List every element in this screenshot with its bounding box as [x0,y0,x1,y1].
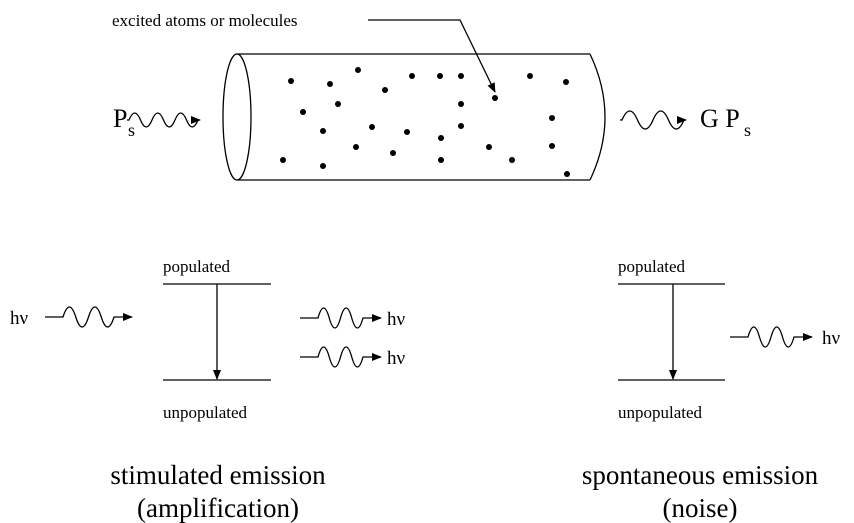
atom [509,157,515,163]
atom [390,150,396,156]
atom [382,87,388,93]
photon-arrow [127,112,201,128]
atom [404,129,410,135]
atom [458,101,464,107]
atom [527,73,533,79]
cylinder-label: excited atoms or molecules [112,11,298,30]
atom [437,73,443,79]
atom [563,79,569,85]
atom [288,78,294,84]
atom [458,73,464,79]
input-subscript: s [128,120,135,140]
atoms [280,67,570,177]
atom [438,157,444,163]
photon-label: hν [387,348,406,369]
upper-level-label: populated [618,257,686,276]
photon-label: hν [822,328,841,349]
cylinder [222,53,606,181]
atom [355,67,361,73]
atom [438,135,444,141]
photons [45,110,813,368]
atom [300,109,306,115]
cylinder-end [222,53,252,181]
cylinder-end [589,53,606,181]
section-title: stimulated emission [110,460,326,490]
atom [492,95,498,101]
output-label: G P [700,104,740,133]
lower-level-label: unpopulated [618,403,703,422]
input-label: P [113,104,127,133]
upper-level-label: populated [163,257,231,276]
section-title: spontaneous emission [582,460,819,490]
atom [409,73,415,79]
photon-arrow [730,326,813,348]
photon-label: hν [387,309,406,330]
photon-arrow [300,307,382,329]
atom [327,81,333,87]
atom [335,101,341,107]
atom [353,144,359,150]
section-subtitle: (noise) [663,493,738,523]
photon-arrow [620,110,687,130]
output-subscript: s [744,120,751,140]
atom [280,157,286,163]
atom [320,163,326,169]
section-subtitle: (amplification) [137,493,299,523]
photon-arrow [45,306,133,328]
atom [458,123,464,129]
label-pointer [368,19,496,93]
atom [564,171,570,177]
photon-label: hν [10,308,29,329]
photon-arrow [300,346,382,368]
atom [320,128,326,134]
atom [549,115,555,121]
atom [549,143,555,149]
atom [486,144,492,150]
lower-level-label: unpopulated [163,403,248,422]
atom [369,124,375,130]
